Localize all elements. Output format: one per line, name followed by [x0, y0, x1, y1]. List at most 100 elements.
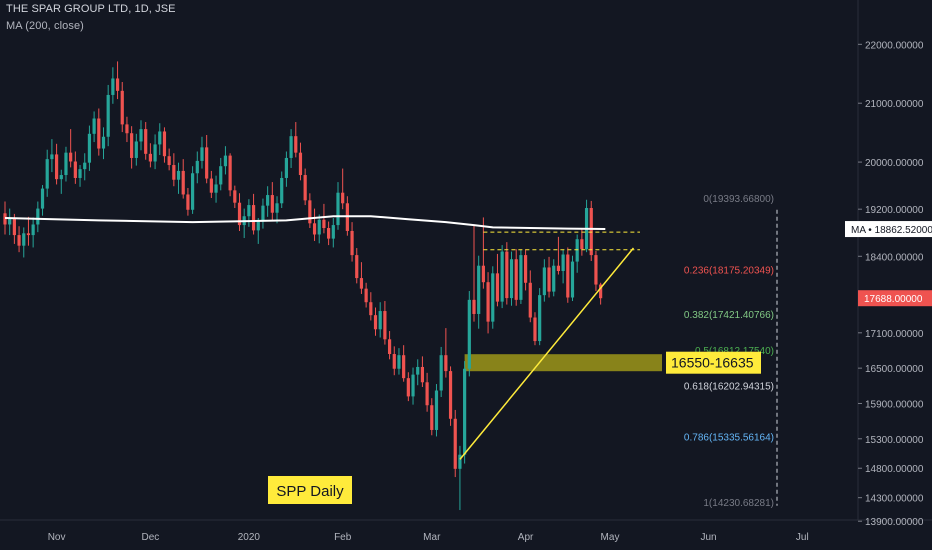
candle-body[interactable] [580, 239, 584, 250]
candle[interactable] [453, 409, 457, 478]
candle-body[interactable] [556, 265, 561, 271]
candle[interactable] [369, 292, 373, 321]
candle[interactable] [125, 116, 129, 143]
candle-body[interactable] [101, 136, 106, 149]
candle-body[interactable] [570, 261, 575, 298]
candle-body[interactable] [575, 239, 579, 262]
candle[interactable] [561, 249, 565, 284]
candle[interactable] [181, 159, 185, 199]
candle-body[interactable] [533, 317, 537, 342]
candle-body[interactable] [256, 221, 260, 231]
candle[interactable] [205, 134, 209, 184]
candle[interactable] [495, 253, 500, 307]
candle-body[interactable] [500, 251, 504, 302]
candle-body[interactable] [115, 78, 120, 91]
candle[interactable] [17, 226, 21, 253]
candle[interactable] [92, 111, 96, 143]
candle[interactable] [115, 61, 120, 100]
candle[interactable] [59, 169, 63, 194]
candle[interactable] [73, 151, 77, 184]
candle-body[interactable] [406, 378, 410, 397]
candle[interactable] [378, 302, 382, 338]
candle[interactable] [148, 143, 152, 168]
candle[interactable] [538, 288, 542, 346]
candle[interactable] [500, 245, 504, 309]
candle-body[interactable] [40, 188, 45, 209]
candle-body[interactable] [467, 299, 471, 369]
candle[interactable] [22, 227, 26, 258]
candle-body[interactable] [78, 169, 82, 178]
candle[interactable] [83, 153, 87, 181]
candle[interactable] [64, 146, 68, 182]
candle[interactable] [566, 247, 570, 303]
drawings-layer[interactable] [459, 231, 640, 460]
candle[interactable] [78, 165, 82, 187]
candle-body[interactable] [317, 219, 321, 235]
candle[interactable] [270, 182, 274, 221]
candle[interactable] [467, 291, 471, 377]
candle[interactable] [134, 133, 138, 166]
candle[interactable] [36, 201, 40, 233]
candle[interactable] [519, 249, 523, 304]
candle[interactable] [228, 153, 232, 197]
candle-body[interactable] [458, 454, 462, 469]
candle-body[interactable] [92, 118, 96, 134]
candle-body[interactable] [373, 315, 378, 330]
candle-body[interactable] [303, 175, 307, 201]
candle-body[interactable] [134, 141, 138, 158]
candle[interactable] [547, 256, 551, 298]
candle[interactable] [101, 127, 106, 160]
candle[interactable] [509, 251, 514, 306]
candle[interactable] [542, 259, 546, 302]
candle-body[interactable] [547, 267, 551, 292]
candle-body[interactable] [59, 175, 63, 180]
candle-body[interactable] [289, 136, 293, 158]
candle[interactable] [69, 129, 73, 168]
candle-body[interactable] [261, 205, 265, 222]
candle[interactable] [158, 123, 162, 156]
candle-body[interactable] [561, 254, 565, 271]
candle-body[interactable] [444, 355, 448, 372]
candle-body[interactable] [308, 200, 312, 224]
candle-body[interactable] [355, 255, 359, 279]
candle-body[interactable] [186, 194, 190, 210]
candle-body[interactable] [589, 208, 593, 256]
candle-body[interactable] [176, 170, 181, 180]
candle[interactable] [420, 356, 425, 387]
candle-body[interactable] [486, 282, 490, 322]
candle-body[interactable] [509, 259, 514, 299]
candle-body[interactable] [83, 162, 87, 170]
candle-body[interactable] [566, 254, 570, 298]
trend-line[interactable] [459, 247, 635, 460]
candle-body[interactable] [495, 273, 500, 302]
candle-body[interactable] [383, 311, 387, 340]
candle[interactable] [87, 125, 92, 171]
candle-body[interactable] [280, 177, 284, 204]
candle[interactable] [477, 255, 481, 329]
candle[interactable] [397, 348, 401, 375]
candle[interactable] [303, 168, 307, 206]
candle-body[interactable] [228, 155, 232, 191]
candle-body[interactable] [434, 390, 439, 430]
candle[interactable] [383, 301, 387, 345]
candle-body[interactable] [266, 195, 270, 206]
candle-body[interactable] [162, 131, 167, 157]
candle[interactable] [209, 170, 213, 198]
candle-body[interactable] [31, 224, 35, 236]
candle-body[interactable] [331, 225, 335, 239]
candle-body[interactable] [54, 154, 59, 180]
candle[interactable] [523, 249, 528, 291]
candle-body[interactable] [463, 368, 467, 455]
candle[interactable] [54, 143, 59, 185]
candle-body[interactable] [26, 233, 31, 236]
candle-body[interactable] [73, 161, 77, 178]
candle-body[interactable] [523, 255, 528, 283]
candle-body[interactable] [491, 273, 495, 322]
candle[interactable] [237, 193, 242, 231]
candle[interactable] [298, 142, 303, 181]
candle-body[interactable] [247, 205, 251, 217]
candle-body[interactable] [402, 355, 406, 379]
candle[interactable] [233, 185, 237, 209]
candle[interactable] [162, 127, 167, 163]
candle[interactable] [308, 193, 312, 229]
